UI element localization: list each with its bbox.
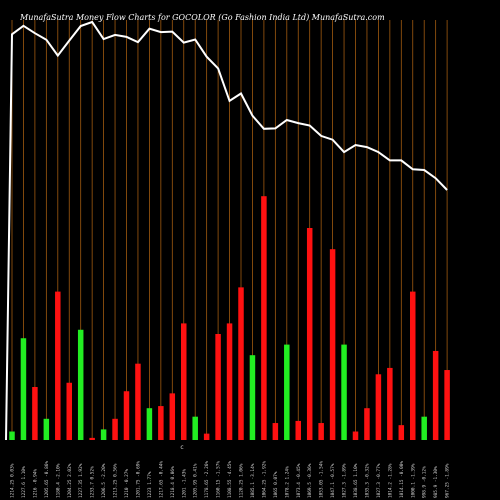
outflow-bar bbox=[89, 437, 95, 440]
outflow-bar bbox=[318, 423, 324, 440]
x-tick-label: 998.9 -0.12% bbox=[422, 466, 428, 498]
inflow-bar bbox=[146, 408, 153, 440]
x-tick-label: 1035.3 -0.32% bbox=[364, 463, 370, 498]
x-tick-label: 1201.75 -0.69% bbox=[135, 461, 141, 498]
inflow-bar bbox=[284, 344, 290, 440]
outflow-bar bbox=[135, 363, 141, 440]
x-tick-label: 1223 1.77% bbox=[147, 471, 153, 498]
outflow-bar bbox=[444, 370, 450, 440]
outflow-bar bbox=[181, 323, 187, 440]
outflow-bar bbox=[261, 196, 267, 440]
x-tick-label: 1069.5 -0.36% bbox=[307, 463, 313, 498]
x-tick-label: 1047.1 -0.57% bbox=[330, 463, 336, 498]
x-tick-label: 1210 -0.27% bbox=[124, 469, 130, 498]
outflow-bar bbox=[272, 423, 279, 440]
outflow-bar bbox=[432, 350, 439, 440]
x-tick-label: 1053.05 -1.54% bbox=[319, 461, 325, 498]
outflow-bar bbox=[169, 393, 176, 440]
x-tick-label: 1014.2 -1.28% bbox=[387, 463, 393, 498]
x-tick-label: 1216 -0.94% bbox=[32, 469, 38, 498]
x-tick-label: 1213.25 0.56% bbox=[113, 463, 119, 498]
outflow-bar bbox=[398, 425, 405, 440]
inflow-bar bbox=[77, 329, 84, 440]
x-tick-label: 1108.55 -4.45% bbox=[227, 461, 233, 498]
x-tick-label: 1027.3 -0.77% bbox=[376, 463, 382, 498]
x-tick-label: 1233.7 0.52% bbox=[90, 466, 96, 498]
x-tick-label: 1214.25 0.03% bbox=[10, 463, 16, 498]
x-tick-label: 1201 -1.43% bbox=[181, 469, 187, 498]
x-tick-label: 1064.25 -1.92% bbox=[261, 461, 267, 498]
outflow-bar bbox=[238, 287, 244, 440]
outflow-bar bbox=[215, 334, 221, 440]
outflow-bar bbox=[123, 391, 130, 440]
money-flow-bars bbox=[9, 196, 450, 440]
x-tick-labels: 1214.25 0.03% 1227.6 1.10% 1216 -0.94% 1205… bbox=[10, 461, 451, 498]
x-tick-label: 985.9 -1.30% bbox=[433, 466, 439, 498]
x-tick-label: 1227.35 1.92% bbox=[78, 463, 84, 498]
x-tick-label: 967.25 -1.89% bbox=[445, 463, 451, 498]
outflow-bar bbox=[112, 418, 118, 440]
inflow-bar bbox=[100, 429, 107, 440]
x-tick-label: 1073.4 -0.45% bbox=[296, 463, 302, 498]
outflow-bar bbox=[364, 408, 370, 440]
x-tick-label: 1038.65 1.10% bbox=[353, 463, 359, 498]
inflow-bar bbox=[9, 431, 15, 440]
outflow-bar bbox=[55, 291, 61, 440]
outflow-bar bbox=[410, 291, 416, 440]
outflow-bar bbox=[203, 433, 210, 440]
outflow-bar bbox=[329, 249, 336, 440]
x-tick-label: 1160.15 -1.57% bbox=[216, 461, 222, 498]
x-tick-label: 1205.65 -0.86% bbox=[44, 461, 50, 498]
outflow-bar bbox=[375, 374, 382, 440]
inflow-bar bbox=[43, 418, 50, 440]
price-line-series bbox=[5, 20, 448, 441]
outflow-bar bbox=[352, 431, 359, 440]
x-tick-label: 1027.3 -1.89% bbox=[342, 463, 348, 498]
x-tick-label: 1204.25 2.02% bbox=[67, 463, 73, 498]
x-tick-label: 1206.5 -2.20% bbox=[101, 463, 107, 498]
x-tick-label: 1078.2 1.24% bbox=[284, 466, 290, 498]
chart-title: MunafaSutra Money Flow Charts for GOCOLO… bbox=[20, 13, 385, 22]
outflow-bar bbox=[387, 367, 393, 440]
x-tick-label: 1085.1 -3.14% bbox=[250, 463, 256, 498]
inflow-bar bbox=[20, 338, 27, 440]
outflow-bar bbox=[226, 323, 233, 440]
x-tick-label: 1120.25 1.06% bbox=[239, 463, 245, 498]
outflow-bar bbox=[32, 387, 38, 440]
outflow-bar bbox=[295, 420, 301, 440]
inflow-bar bbox=[192, 416, 198, 440]
x-tick-label: 1178.65 -2.26% bbox=[204, 461, 210, 498]
x-tick-label: 1180.4 -2.10% bbox=[55, 463, 61, 498]
inflow-bar bbox=[249, 355, 256, 440]
outflow-bar bbox=[306, 228, 313, 440]
outflow-bar bbox=[66, 382, 72, 440]
outflow-bar bbox=[158, 406, 164, 440]
x-axis-marker: c bbox=[180, 444, 183, 451]
x-tick-label: 1217.65 -0.44% bbox=[158, 461, 164, 498]
x-tick-label: 1014.15 -0.00% bbox=[399, 461, 405, 498]
x-tick-label: 1065 0.07% bbox=[273, 471, 279, 498]
inflow-bar bbox=[341, 344, 347, 440]
x-tick-label: 1218.4 0.06% bbox=[170, 466, 176, 498]
x-tick-label: 1227.6 1.10% bbox=[21, 466, 27, 498]
inflow-bar bbox=[421, 416, 427, 440]
x-tick-label: 1000.1 -1.39% bbox=[410, 463, 416, 498]
x-tick-label: 1205.95 0.41% bbox=[193, 463, 199, 498]
